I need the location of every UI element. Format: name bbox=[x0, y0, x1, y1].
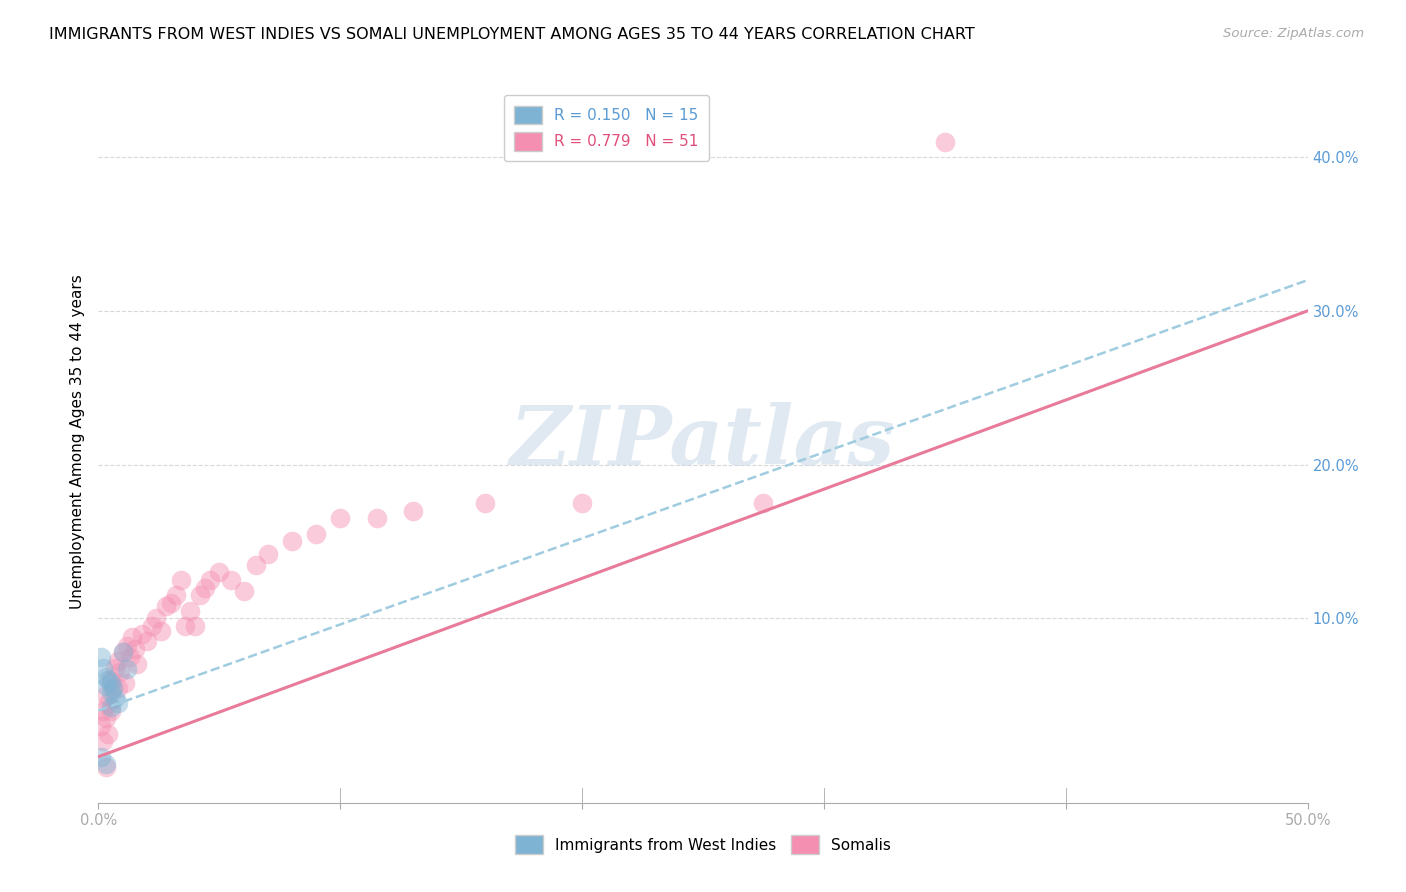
Point bbox=[100, 685, 122, 699]
Point bbox=[194, 581, 217, 595]
Point bbox=[169, 573, 191, 587]
Point bbox=[90, 649, 112, 664]
Point bbox=[155, 599, 177, 613]
Point bbox=[135, 634, 157, 648]
Point bbox=[121, 630, 143, 644]
Point bbox=[91, 734, 114, 748]
Point bbox=[305, 526, 328, 541]
Point bbox=[131, 626, 153, 640]
Point bbox=[94, 679, 117, 693]
Point bbox=[107, 681, 129, 695]
Point bbox=[104, 660, 127, 674]
Point bbox=[402, 504, 425, 518]
Point bbox=[571, 496, 593, 510]
Point bbox=[107, 696, 129, 710]
Point bbox=[179, 604, 201, 618]
Point bbox=[108, 665, 131, 680]
Point bbox=[474, 496, 496, 510]
Point bbox=[221, 573, 243, 587]
Point bbox=[174, 619, 197, 633]
Point bbox=[141, 619, 163, 633]
Point bbox=[245, 558, 267, 572]
Point bbox=[160, 596, 183, 610]
Point bbox=[114, 676, 136, 690]
Point bbox=[232, 583, 254, 598]
Point bbox=[90, 719, 112, 733]
Point bbox=[101, 681, 124, 695]
Y-axis label: Unemployment Among Ages 35 to 44 years: Unemployment Among Ages 35 to 44 years bbox=[69, 274, 84, 609]
Point bbox=[118, 649, 141, 664]
Point bbox=[145, 611, 167, 625]
Point bbox=[100, 673, 122, 687]
Point bbox=[117, 639, 139, 653]
Point bbox=[97, 673, 120, 687]
Point bbox=[256, 547, 278, 561]
Point bbox=[94, 757, 117, 772]
Legend: Immigrants from West Indies, Somalis: Immigrants from West Indies, Somalis bbox=[509, 830, 897, 860]
Point bbox=[198, 573, 221, 587]
Point bbox=[111, 645, 134, 659]
Point bbox=[94, 670, 117, 684]
Point bbox=[165, 588, 187, 602]
Point bbox=[100, 704, 122, 718]
Point bbox=[97, 726, 120, 740]
Text: ZIPatlas: ZIPatlas bbox=[510, 401, 896, 482]
Point bbox=[91, 660, 114, 674]
Text: IMMIGRANTS FROM WEST INDIES VS SOMALI UNEMPLOYMENT AMONG AGES 35 TO 44 YEARS COR: IMMIGRANTS FROM WEST INDIES VS SOMALI UN… bbox=[49, 27, 974, 42]
Point bbox=[366, 511, 388, 525]
Point bbox=[94, 711, 117, 725]
Point bbox=[104, 691, 127, 706]
Point bbox=[184, 619, 207, 633]
Point bbox=[208, 565, 231, 579]
Point bbox=[94, 688, 117, 702]
Text: Source: ZipAtlas.com: Source: ZipAtlas.com bbox=[1223, 27, 1364, 40]
Point bbox=[94, 760, 117, 774]
Point bbox=[124, 642, 146, 657]
Point bbox=[91, 704, 114, 718]
Point bbox=[127, 657, 149, 672]
Point bbox=[90, 749, 112, 764]
Point bbox=[100, 700, 122, 714]
Point bbox=[117, 662, 139, 676]
Point bbox=[97, 696, 120, 710]
Point bbox=[150, 624, 173, 638]
Point bbox=[111, 645, 134, 659]
Point bbox=[281, 534, 304, 549]
Point bbox=[188, 588, 211, 602]
Point bbox=[101, 681, 124, 695]
Point bbox=[329, 511, 352, 525]
Point bbox=[934, 135, 956, 149]
Point bbox=[752, 496, 775, 510]
Point bbox=[107, 654, 129, 668]
Point bbox=[100, 676, 122, 690]
